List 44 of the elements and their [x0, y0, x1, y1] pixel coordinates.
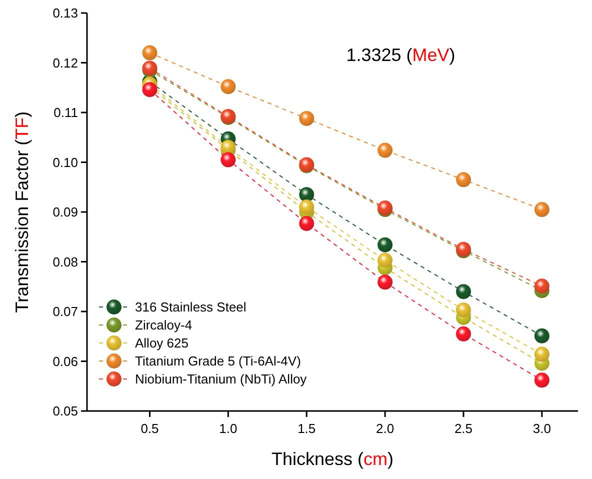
y-tick-label: 0.11: [54, 105, 78, 120]
x-tick-label: 1.0: [219, 421, 238, 436]
point: [142, 45, 158, 60]
point: [534, 372, 550, 388]
y-tick-label: 0.12: [52, 55, 78, 70]
point: [299, 216, 314, 231]
point: [378, 274, 393, 290]
point: [456, 302, 471, 318]
point: [534, 202, 550, 218]
y-tick-label: 0.08: [52, 254, 78, 270]
point: [220, 79, 236, 94]
point: [299, 200, 314, 215]
y-axis-title: Transmission Factor (TF): [12, 111, 32, 313]
point: [378, 237, 393, 252]
legend-label: Niobium-Titanium (NbTi) Alloy: [135, 372, 308, 386]
point: [456, 172, 471, 188]
y-tick-label: 0.05: [52, 404, 78, 418]
point: [534, 328, 550, 344]
point: [378, 252, 393, 268]
legend-label: Alloy 625: [135, 336, 188, 350]
point: [299, 110, 314, 126]
legend-label: Zircaloy-4: [135, 318, 192, 332]
x-tick-label: 1.5: [298, 421, 316, 436]
point: [220, 152, 236, 168]
y-tick-label: 0.09: [52, 204, 78, 220]
point: [456, 284, 471, 300]
x-tick-label: 3.0: [532, 421, 551, 436]
point: [534, 278, 550, 294]
x-tick-label: 2.0: [376, 421, 394, 436]
point: [534, 346, 550, 362]
x-tick-label: 0.5: [140, 421, 159, 436]
legend-label: Titanium Grade 5 (Ti-6Al-4V): [135, 354, 301, 368]
x-tick-label: 2.5: [454, 421, 473, 436]
y-tick-label: 0.06: [52, 354, 78, 369]
point: [456, 326, 471, 342]
legend-label: 316 Stainless Steel: [135, 300, 246, 314]
point: [220, 140, 236, 155]
x-axis-title: Thickness (cm): [271, 449, 394, 469]
y-tick-label: 0.10: [52, 154, 78, 170]
y-tick-label: 0.07: [52, 304, 78, 319]
y-tick-label: 0.13: [52, 6, 78, 20]
point: [299, 187, 314, 202]
point: [378, 142, 393, 158]
text: 1.3325 (MeV): [346, 45, 456, 65]
